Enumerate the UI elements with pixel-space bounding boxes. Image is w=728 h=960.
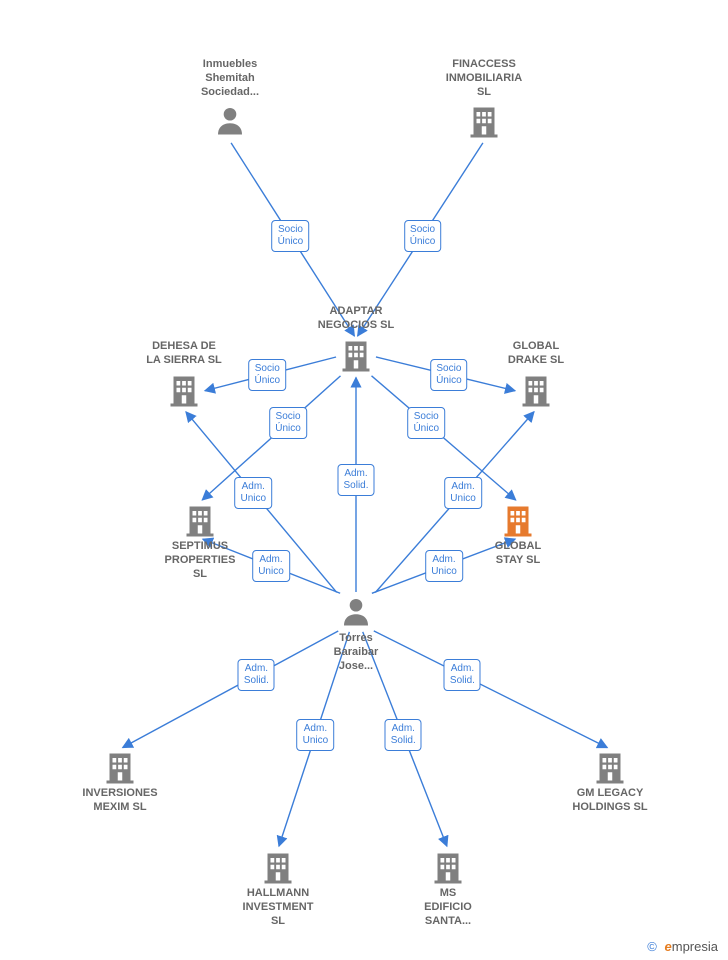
edge-label: Adm. Unico	[235, 477, 273, 509]
node-label: DEHESA DE LA SIERRA SL	[124, 340, 244, 368]
node-inversiones[interactable]: INVERSIONES MEXIM SL	[60, 745, 180, 815]
edge-label: Adm. Solid.	[444, 659, 481, 691]
person-icon	[338, 594, 374, 630]
edge-label: Adm. Unico	[297, 719, 335, 751]
edge-label: Adm. Solid.	[385, 719, 422, 751]
building-icon	[592, 749, 628, 785]
building-icon	[338, 337, 374, 373]
node-finaccess[interactable]: FINACCESS INMOBILIARIA SL	[424, 58, 544, 141]
copyright-symbol: ©	[647, 939, 657, 954]
node-label: Inmuebles Shemitah Sociedad...	[170, 58, 290, 99]
brand-rest: mpresia	[672, 939, 718, 954]
edge-label: Socio Único	[248, 359, 286, 391]
node-dehesa[interactable]: DEHESA DE LA SIERRA SL	[124, 340, 244, 410]
building-icon	[430, 849, 466, 885]
node-label: Torres Baraibar Jose...	[296, 632, 416, 673]
edge-label: Socio Único	[430, 359, 468, 391]
node-septimus[interactable]: SEPTIMUS PROPERTIES SL	[140, 498, 260, 581]
edge-label: Adm. Solid.	[238, 659, 275, 691]
watermark: © empresia	[647, 939, 718, 954]
building-icon	[102, 749, 138, 785]
node-label: SEPTIMUS PROPERTIES SL	[140, 540, 260, 581]
edge-label: Socio Único	[404, 220, 442, 252]
building-icon	[466, 103, 502, 139]
building-icon	[518, 372, 554, 408]
node-label: GM LEGACY HOLDINGS SL	[550, 787, 670, 815]
node-label: FINACCESS INMOBILIARIA SL	[424, 58, 544, 99]
node-label: MS EDIFICIO SANTA...	[388, 887, 508, 928]
node-msedificio[interactable]: MS EDIFICIO SANTA...	[388, 845, 508, 928]
node-hallmann[interactable]: HALLMANN INVESTMENT SL	[218, 845, 338, 928]
node-gmlegacy[interactable]: GM LEGACY HOLDINGS SL	[550, 745, 670, 815]
building-icon	[182, 502, 218, 538]
node-globaldrake[interactable]: GLOBAL DRAKE SL	[476, 340, 596, 410]
edge-label: Socio Único	[407, 407, 445, 439]
node-label: HALLMANN INVESTMENT SL	[218, 887, 338, 928]
building-icon	[166, 372, 202, 408]
node-label: GLOBAL STAY SL	[458, 540, 578, 568]
node-label: ADAPTAR NEGOCIOS SL	[296, 305, 416, 333]
building-icon	[260, 849, 296, 885]
node-adaptar[interactable]: ADAPTAR NEGOCIOS SL	[296, 305, 416, 375]
node-label: GLOBAL DRAKE SL	[476, 340, 596, 368]
building-icon	[500, 502, 536, 538]
edge-label: Adm. Unico	[425, 550, 463, 582]
brand-e: e	[665, 939, 672, 954]
edge-label: Adm. Unico	[252, 550, 290, 582]
node-label: INVERSIONES MEXIM SL	[60, 787, 180, 815]
edge-label: Socio Único	[272, 220, 310, 252]
edge-label: Adm. Solid.	[337, 464, 374, 496]
edge-label: Adm. Unico	[444, 477, 482, 509]
person-icon	[212, 103, 248, 139]
node-torres[interactable]: Torres Baraibar Jose...	[296, 590, 416, 673]
node-inmuebles[interactable]: Inmuebles Shemitah Sociedad...	[170, 58, 290, 141]
edge-label: Socio Único	[269, 407, 307, 439]
